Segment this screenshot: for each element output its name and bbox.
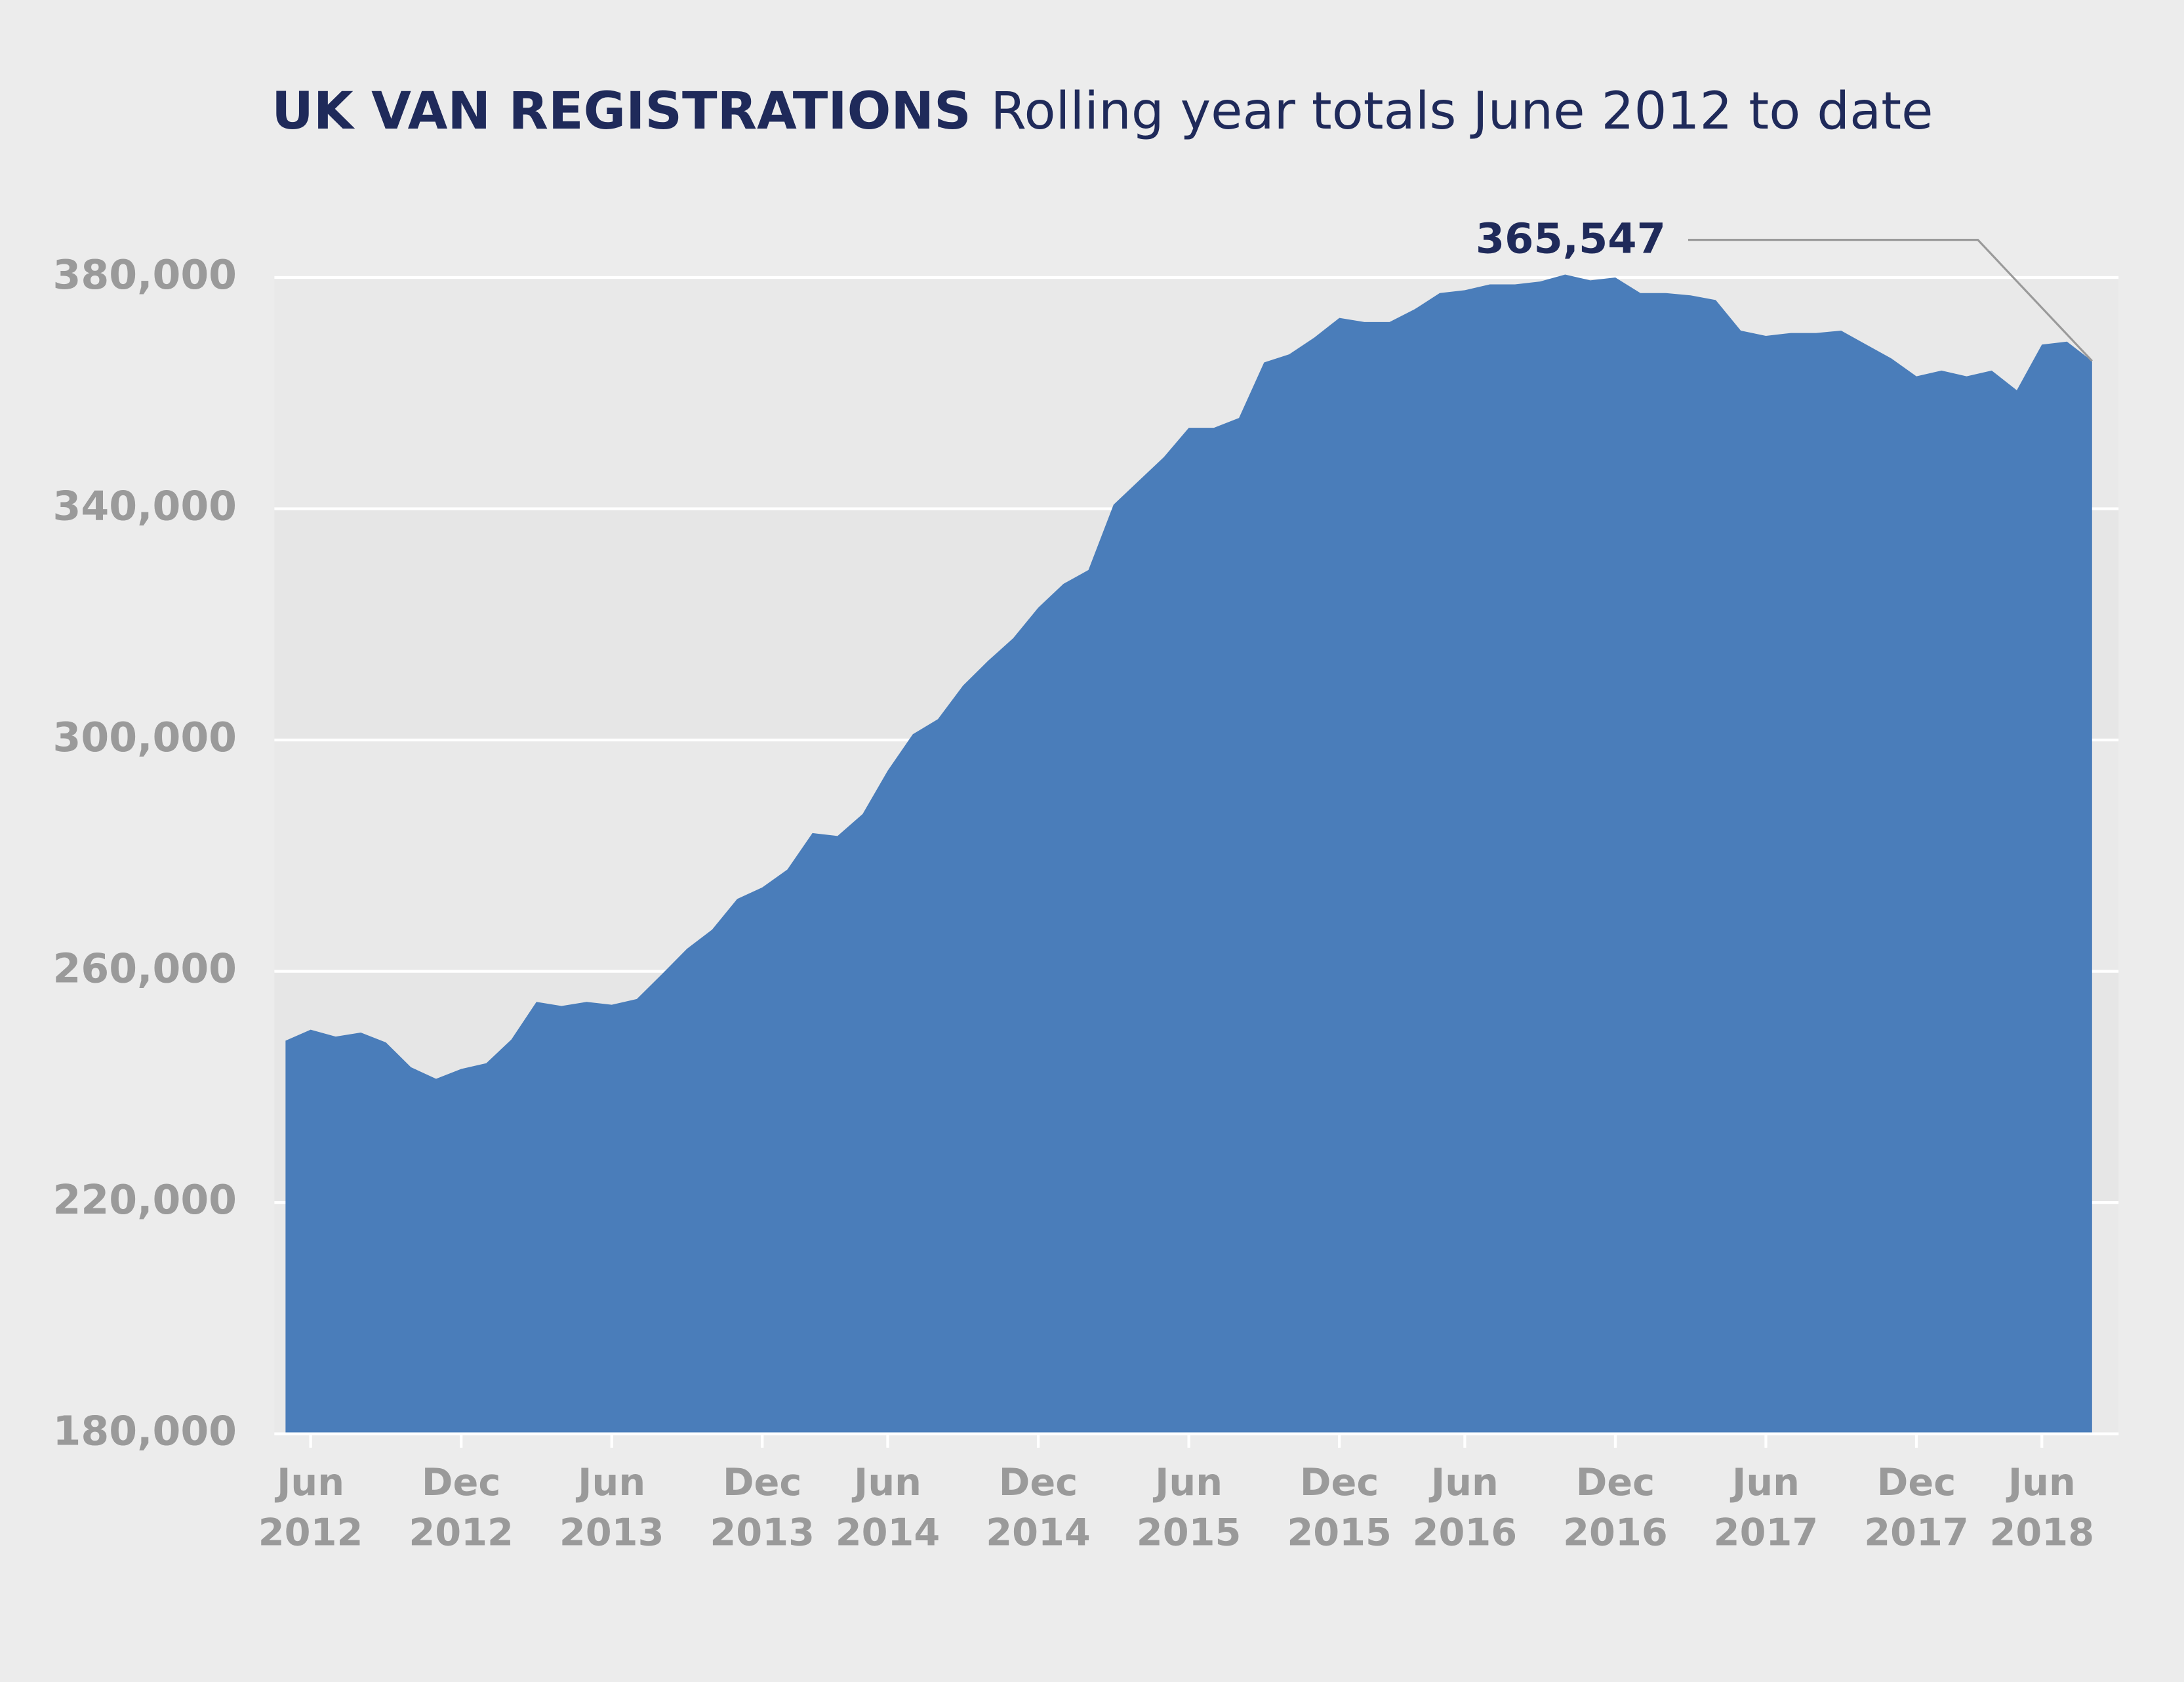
x-tick-label: Jun 2016 — [1412, 1462, 1518, 1555]
y-tick-label: 220,000 — [53, 1176, 237, 1223]
annotation-leader — [1688, 239, 2093, 362]
x-tick-label: Dec 2013 — [710, 1462, 815, 1555]
x-tick-label-box: Jun 2017 — [1713, 1462, 1819, 1555]
annotation: 365,547 — [1476, 215, 1666, 263]
x-tick-label-box: Dec 2015 — [1287, 1462, 1392, 1555]
x-tick-label-box: Jun 2015 — [1136, 1462, 1242, 1555]
x-tick-label-box: Jun 2016 — [1412, 1462, 1518, 1555]
y-tick-label: 300,000 — [53, 714, 237, 761]
x-tick-label: Jun 2013 — [559, 1462, 664, 1555]
x-tick-label: Jun 2018 — [1989, 1462, 2095, 1555]
chart-subtitle: Rolling year totals June 2012 to date — [990, 81, 1933, 141]
x-tick-label-box: Dec 2012 — [409, 1462, 514, 1555]
y-tick-label: 380,000 — [53, 251, 237, 298]
x-tick-label: Dec 2014 — [986, 1462, 1091, 1555]
x-tick-label: Dec 2016 — [1563, 1462, 1668, 1555]
x-tick-label-box: Dec 2016 — [1563, 1462, 1668, 1555]
x-tick-label-box: Jun 2014 — [835, 1462, 940, 1555]
y-tick-label: 340,000 — [53, 483, 237, 530]
x-tick-label: Dec 2012 — [409, 1462, 514, 1555]
x-tick-label-box: Jun 2018 — [1989, 1462, 2095, 1555]
x-tick-label: Jun 2012 — [258, 1462, 363, 1555]
x-tick-label-box: Jun 2013 — [559, 1462, 664, 1555]
x-tick-label-box: Dec 2013 — [710, 1462, 815, 1555]
x-tick-label-box: Dec 2014 — [986, 1462, 1091, 1555]
x-tick-label-box: Dec 2017 — [1864, 1462, 1969, 1555]
x-tick-label: Dec 2015 — [1287, 1462, 1392, 1555]
x-tick-label: Jun 2017 — [1713, 1462, 1819, 1555]
y-tick-label: 260,000 — [53, 945, 237, 993]
x-tick-label: Dec 2017 — [1864, 1462, 1969, 1555]
chart-title: UK VAN REGISTRATIONS — [272, 81, 971, 141]
x-tick-label: Jun 2014 — [835, 1462, 940, 1555]
x-tick-label-box: Jun 2012 — [258, 1462, 363, 1555]
area — [285, 274, 2092, 1434]
x-tick-label: Jun 2015 — [1136, 1462, 1242, 1555]
y-tick-label: 180,000 — [53, 1408, 237, 1455]
